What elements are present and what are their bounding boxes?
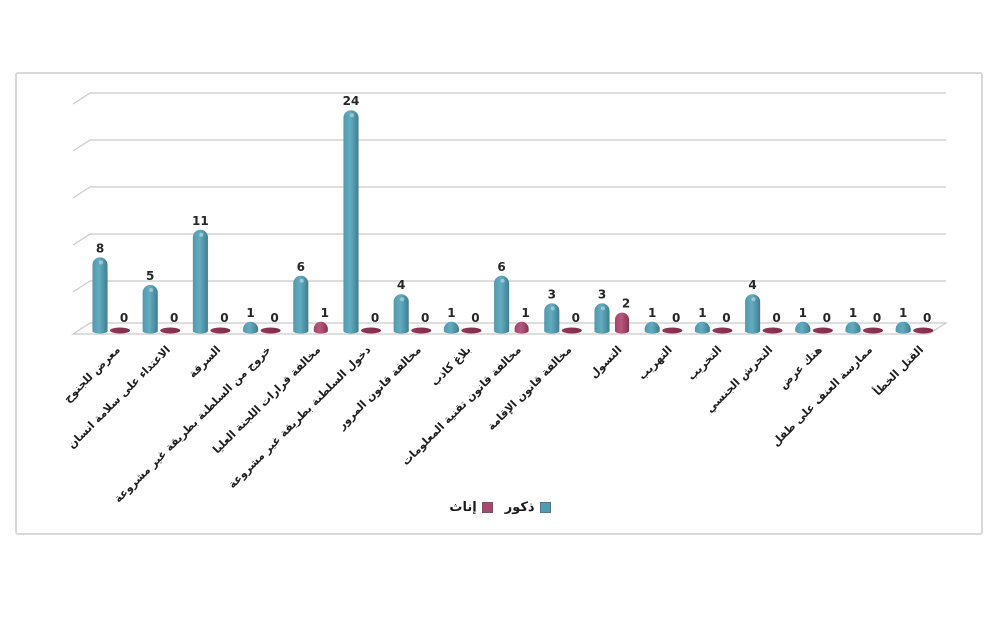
gridline (72, 139, 946, 152)
male-value-label: 4 (397, 278, 405, 292)
male-value-label: 8 (96, 241, 104, 255)
female-value-label: 0 (572, 311, 580, 325)
female-value-label: 1 (321, 306, 329, 320)
male-bar (242, 321, 259, 334)
bar-highlight (751, 297, 756, 302)
bar-highlight (601, 306, 605, 311)
female-bar (614, 312, 630, 334)
male-bar (644, 321, 660, 334)
female-zero-marker (210, 327, 231, 334)
female-value-label: 0 (220, 311, 228, 325)
male-bar (393, 294, 409, 334)
legend-swatch-females-icon (481, 502, 493, 513)
male-bar (192, 229, 209, 334)
bar-highlight (149, 288, 154, 292)
gridline (72, 92, 946, 105)
male-value-label: 4 (748, 278, 756, 292)
bar-highlight (550, 306, 555, 311)
female-zero-marker (561, 327, 582, 334)
male-value-label: 3 (598, 287, 606, 301)
male-value-label: 1 (849, 306, 857, 320)
male-value-label: 6 (497, 260, 505, 274)
female-value-label: 2 (622, 297, 630, 311)
data-labels: 8 0 5 0 11 0 1 0 6 1 24 0 4 0 1 0 6 1 3 0 3 2 1 0 1 0 4 0 1 0 1 0 1 0 (96, 94, 932, 325)
gridline (72, 186, 946, 199)
female-value-label: 0 (120, 311, 128, 325)
female-zero-marker (662, 327, 683, 334)
female-value-label: 0 (823, 311, 831, 325)
female-value-label: 0 (421, 311, 429, 325)
male-bar (293, 275, 309, 334)
female-value-label: 0 (471, 311, 479, 325)
legend-item-females: إناث (449, 500, 493, 515)
female-bar (313, 321, 329, 334)
male-value-label: 5 (146, 269, 154, 283)
legend-swatch-males-icon (539, 502, 551, 513)
bar-highlight (500, 278, 505, 283)
female-zero-marker (762, 327, 783, 334)
female-value-label: 0 (371, 311, 379, 325)
bar-highlight (99, 260, 103, 265)
male-value-label: 1 (698, 306, 706, 320)
female-zero-marker (411, 327, 432, 334)
female-value-label: 0 (923, 311, 931, 325)
female-value-label: 0 (873, 311, 881, 325)
legend-item-males: ذكور (505, 501, 551, 514)
gridlines (72, 92, 946, 293)
male-value-label: 1 (899, 306, 907, 320)
male-bar (493, 275, 510, 334)
female-zero-marker (461, 327, 482, 334)
legend-label-females: إناث (449, 500, 477, 515)
male-value-label: 1 (799, 306, 807, 320)
female-value-label: 1 (521, 306, 529, 320)
bar-highlight (199, 232, 204, 237)
male-value-label: 1 (246, 306, 254, 320)
male-bar (694, 321, 711, 334)
male-value-label: 6 (297, 260, 305, 274)
male-value-label: 3 (548, 287, 556, 301)
female-zero-marker (812, 327, 833, 334)
female-zero-marker (160, 327, 181, 334)
male-bar (544, 303, 560, 334)
male-bar (343, 110, 359, 334)
male-bar (594, 303, 610, 334)
male-value-label: 11 (192, 214, 209, 228)
chart-legend: ذكور إناث (0, 501, 1000, 514)
female-zero-marker (712, 327, 733, 334)
female-value-label: 0 (270, 311, 278, 325)
bar-highlight (299, 278, 304, 283)
male-bar (895, 321, 911, 334)
female-bar (514, 321, 529, 334)
female-value-label: 0 (772, 311, 780, 325)
male-bar (92, 257, 108, 334)
female-zero-marker (361, 327, 381, 334)
bar-highlight (400, 297, 405, 302)
female-value-label: 0 (722, 311, 730, 325)
male-value-label: 24 (343, 94, 360, 108)
female-value-label: 0 (672, 311, 680, 325)
gridline (72, 233, 946, 246)
male-bar (795, 321, 811, 334)
female-value-label: 0 (170, 311, 178, 325)
female-zero-marker (913, 327, 934, 334)
legend-label-males: ذكور (504, 500, 535, 515)
male-value-label: 1 (648, 306, 656, 320)
bar-highlight (350, 113, 354, 118)
female-zero-marker (863, 327, 883, 334)
male-bar (142, 284, 158, 334)
male-value-label: 1 (447, 306, 455, 320)
male-bar (845, 321, 861, 334)
gridline (72, 280, 946, 293)
male-bar (443, 321, 460, 334)
bars (92, 110, 934, 334)
female-zero-marker (110, 327, 130, 334)
male-bar (744, 294, 761, 334)
female-zero-marker (260, 327, 281, 334)
